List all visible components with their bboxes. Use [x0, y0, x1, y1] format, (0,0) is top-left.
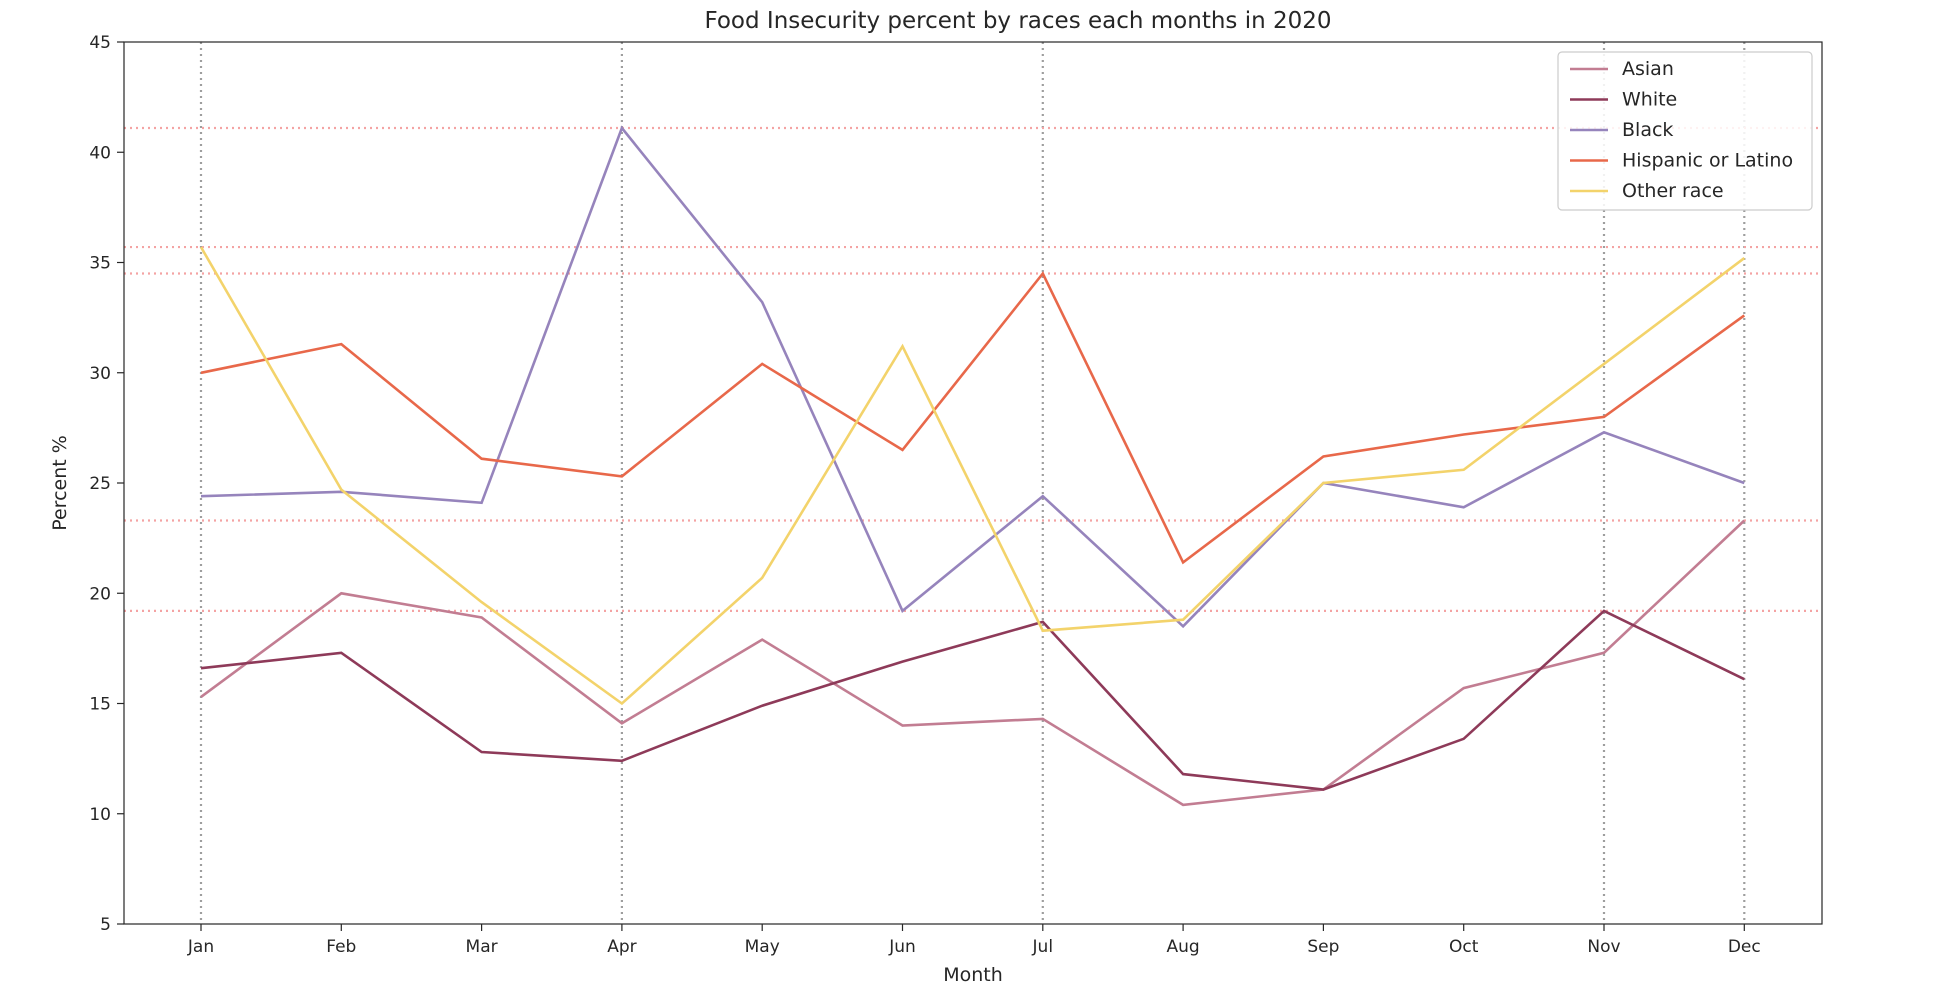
y-tick-label: 30 — [89, 364, 111, 384]
legend: Asian White Black Hispanic or Latino Other r… — [1557, 51, 1813, 211]
series-line — [200, 125, 1745, 629]
series-line — [200, 519, 1746, 807]
x-axis: Jan Feb Mar Apr May Jun Jul Aug Sep Oct Nov Dec — [187, 924, 1761, 957]
x-tick-label: Apr — [607, 937, 636, 957]
legend-label: Black — [1622, 119, 1673, 141]
legend-label: Hispanic or Latino — [1622, 150, 1793, 172]
legend-label: White — [1622, 89, 1677, 111]
x-tick-label: Jul — [1032, 937, 1054, 957]
x-tick-label: May — [745, 937, 780, 957]
y-tick-label: 10 — [89, 805, 111, 825]
y-tick-label: 40 — [89, 143, 111, 163]
x-tick-label: Sep — [1307, 937, 1339, 957]
x-tick-label: Oct — [1449, 937, 1479, 957]
legend-label: Other race — [1622, 180, 1724, 202]
x-tick-label: Jan — [187, 937, 214, 957]
series-lines — [199, 125, 1746, 807]
y-axis-label: Percent % — [49, 435, 71, 531]
x-tick-label: Dec — [1728, 937, 1761, 957]
legend-label: Asian — [1622, 58, 1674, 80]
y-tick-label: 5 — [100, 915, 111, 935]
y-tick-label: 45 — [89, 33, 111, 53]
series-line — [200, 609, 1745, 791]
series-line — [200, 271, 1746, 565]
x-tick-label: Feb — [326, 937, 356, 957]
x-tick-label: Nov — [1587, 937, 1620, 957]
y-tick-label: 20 — [89, 584, 111, 604]
x-tick-label: Jun — [888, 937, 916, 957]
y-axis: 5 10 15 20 25 30 35 40 45 — [89, 33, 124, 935]
chart-title: Food Insecurity percent by races each mo… — [704, 8, 1331, 34]
x-axis-label: Month — [943, 964, 1003, 986]
y-tick-label: 35 — [89, 254, 111, 274]
series-line — [199, 246, 1746, 706]
y-tick-label: 15 — [89, 695, 111, 715]
x-tick-label: Mar — [466, 937, 498, 957]
reference-lines — [124, 42, 1822, 924]
legend-box — [1557, 51, 1813, 211]
x-tick-label: Aug — [1166, 937, 1199, 957]
y-tick-label: 25 — [89, 474, 111, 494]
